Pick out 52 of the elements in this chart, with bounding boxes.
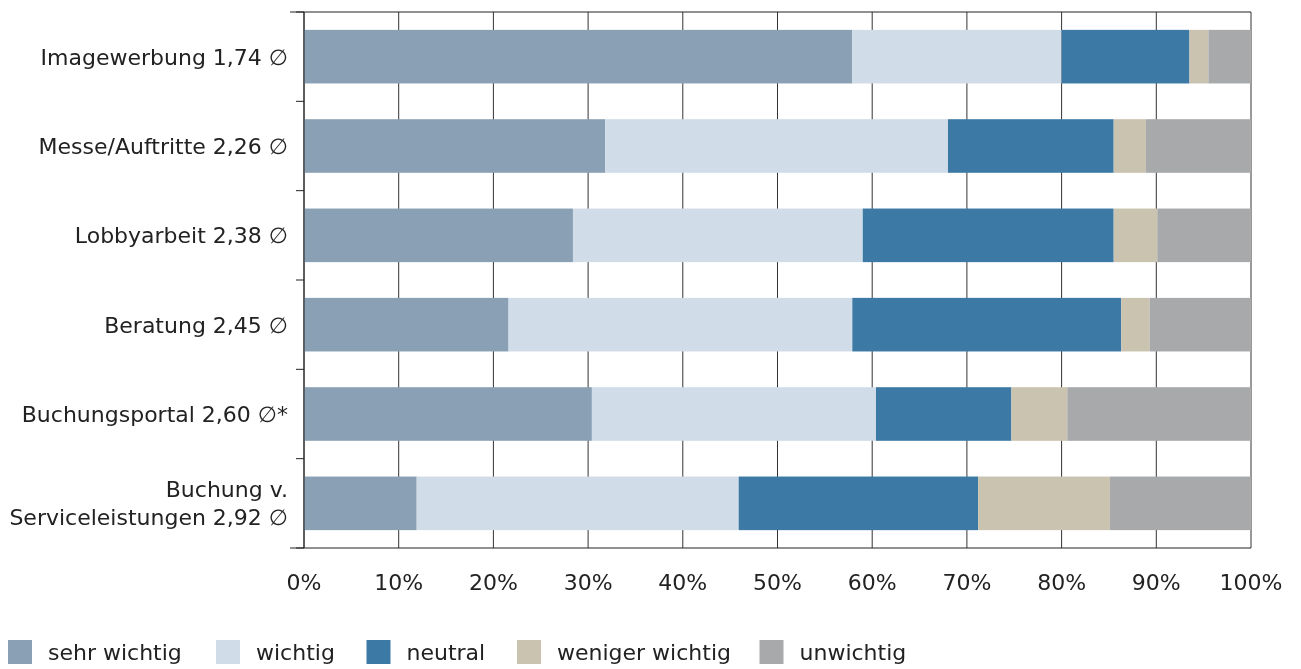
x-tick-label: 60% xyxy=(847,570,897,595)
y-tick-label: Beratung 2,45 ∅ xyxy=(104,312,288,338)
bar xyxy=(416,476,739,531)
bar xyxy=(852,29,1062,84)
legend-label: neutral xyxy=(406,640,486,665)
bar xyxy=(738,476,979,531)
bar xyxy=(508,297,853,352)
bar xyxy=(304,208,573,263)
x-tick-label: 90% xyxy=(1131,570,1181,595)
bar xyxy=(1145,119,1251,173)
bar xyxy=(1208,29,1252,84)
bar xyxy=(947,119,1114,173)
y-tick-label: Imagewerbung 1,74 ∅ xyxy=(40,44,288,70)
x-tick-label: 80% xyxy=(1037,570,1087,595)
bar xyxy=(304,297,509,352)
bar xyxy=(1109,476,1251,531)
x-tick-label: 100% xyxy=(1219,570,1283,595)
bar xyxy=(605,119,948,173)
x-tick-label: 0% xyxy=(286,570,322,595)
legend-label: unwichtig xyxy=(799,640,907,665)
bar xyxy=(304,29,853,84)
bar xyxy=(862,208,1114,263)
y-tick-label: Buchungsportal 2,60 ∅* xyxy=(21,402,288,427)
bar xyxy=(1067,387,1251,441)
bar xyxy=(978,476,1110,531)
bar xyxy=(1061,29,1190,84)
bar xyxy=(304,387,592,441)
legend-label: wichtig xyxy=(256,640,335,665)
y-tick-label: Lobbyarbeit 2,38 ∅ xyxy=(74,223,288,249)
bar xyxy=(1011,387,1068,441)
bar xyxy=(1157,208,1251,263)
legend-label: weniger wichtig xyxy=(557,640,731,665)
bar xyxy=(875,387,1012,441)
x-tick-label: 70% xyxy=(942,570,992,595)
x-tick-label: 50% xyxy=(753,570,802,595)
bar xyxy=(304,119,606,173)
x-tick-label: 10% xyxy=(374,570,424,595)
y-tick-label: Messe/Auftritte 2,26 ∅ xyxy=(38,134,288,159)
bar xyxy=(1113,119,1146,173)
bar xyxy=(591,387,876,441)
bar xyxy=(304,476,417,531)
legend-label: sehr wichtig xyxy=(48,640,182,665)
bar xyxy=(1113,208,1158,263)
bar xyxy=(1149,297,1251,352)
bar xyxy=(1189,29,1209,84)
bar xyxy=(1121,297,1150,352)
y-tick-label: Buchung v. Serviceleistungen 2,92 ∅ xyxy=(9,477,288,531)
x-tick-label: 20% xyxy=(468,570,518,595)
x-tick-label: 40% xyxy=(658,570,708,595)
x-tick-label: 30% xyxy=(563,570,613,595)
bar xyxy=(852,297,1122,352)
bar xyxy=(572,208,863,263)
